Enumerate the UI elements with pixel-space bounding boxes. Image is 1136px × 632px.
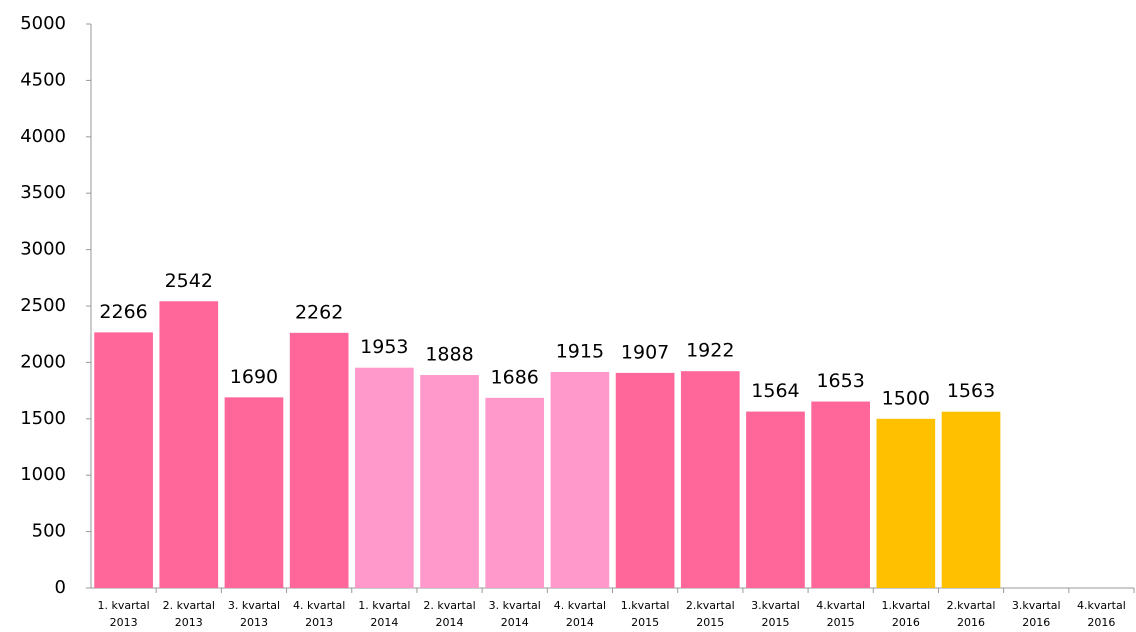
x-tick-label: 2013: [305, 616, 333, 629]
y-tick-label: 3500: [20, 182, 66, 203]
bar: [550, 371, 610, 588]
data-label: 1915: [556, 340, 604, 362]
x-tick-label: 1.kvartal: [621, 599, 670, 612]
x-tick-label: 4. kvartal: [554, 599, 606, 612]
bar: [615, 372, 675, 588]
x-tick-label: 2014: [436, 616, 464, 629]
bar: [811, 401, 870, 588]
x-tick-label: 2. kvartal: [423, 599, 475, 612]
x-tick-label: 4.kvartal: [816, 599, 865, 612]
y-tick-label: 1500: [20, 408, 66, 429]
y-tick-label: 500: [32, 521, 66, 542]
data-label: 2266: [99, 301, 147, 323]
x-tick-label: 2014: [370, 616, 398, 629]
x-tick-label: 2015: [761, 616, 789, 629]
x-tick-label: 1.kvartal: [881, 599, 930, 612]
bar: [420, 375, 479, 588]
bar: [680, 371, 740, 588]
x-tick-label: 2016: [957, 616, 985, 629]
y-tick-label: 0: [55, 577, 66, 598]
x-tick-label: 2013: [240, 616, 268, 629]
data-label: 1653: [816, 370, 864, 392]
bar: [941, 411, 1001, 588]
data-label: 1686: [491, 366, 539, 388]
x-tick-label: 2015: [631, 616, 659, 629]
y-tick-label: 4000: [20, 126, 66, 147]
bar: [355, 367, 414, 588]
x-tick-label: 1. kvartal: [97, 599, 149, 612]
y-tick-label: 5000: [20, 13, 66, 34]
x-tick-label: 2015: [827, 616, 855, 629]
data-label: 1922: [686, 340, 734, 362]
data-label: 1888: [425, 344, 473, 366]
data-label: 1564: [751, 380, 799, 402]
bar: [485, 397, 545, 588]
x-tick-label: 3. kvartal: [228, 599, 280, 612]
bar: [94, 332, 153, 588]
x-tick-label: 2013: [110, 616, 138, 629]
x-tick-label: 2014: [566, 616, 594, 629]
bar: [289, 332, 349, 588]
y-tick-label: 1000: [20, 464, 66, 485]
x-tick-label: 2.kvartal: [686, 599, 735, 612]
data-label: 2542: [165, 270, 213, 292]
x-tick-label: 2014: [501, 616, 529, 629]
y-tick-label: 2000: [20, 351, 66, 372]
x-tick-label: 2013: [175, 616, 203, 629]
x-tick-label: 2. kvartal: [163, 599, 215, 612]
x-tick-label: 3. kvartal: [489, 599, 541, 612]
x-tick-label: 2016: [1022, 616, 1050, 629]
data-label: 1500: [882, 387, 930, 409]
x-tick-label: 3.kvartal: [1012, 599, 1061, 612]
data-label: 1690: [230, 366, 278, 388]
x-tick-label: 4. kvartal: [293, 599, 345, 612]
x-tick-label: 3.kvartal: [751, 599, 800, 612]
data-label: 1953: [360, 336, 408, 358]
y-tick-label: 2500: [20, 295, 66, 316]
bar: [224, 397, 284, 588]
x-tick-label: 2015: [696, 616, 724, 629]
data-label: 1563: [947, 380, 995, 402]
y-tick-label: 3000: [20, 239, 66, 260]
y-tick-label: 4500: [20, 69, 66, 90]
bar: [746, 411, 805, 588]
x-tick-label: 1. kvartal: [358, 599, 410, 612]
x-tick-label: 2016: [1087, 616, 1115, 629]
bar: [159, 301, 219, 588]
x-tick-label: 2.kvartal: [947, 599, 996, 612]
data-label: 2262: [295, 301, 343, 323]
bar: [876, 418, 936, 588]
x-tick-label: 4.kvartal: [1077, 599, 1126, 612]
x-tick-label: 2016: [892, 616, 920, 629]
data-label: 1907: [621, 341, 669, 363]
